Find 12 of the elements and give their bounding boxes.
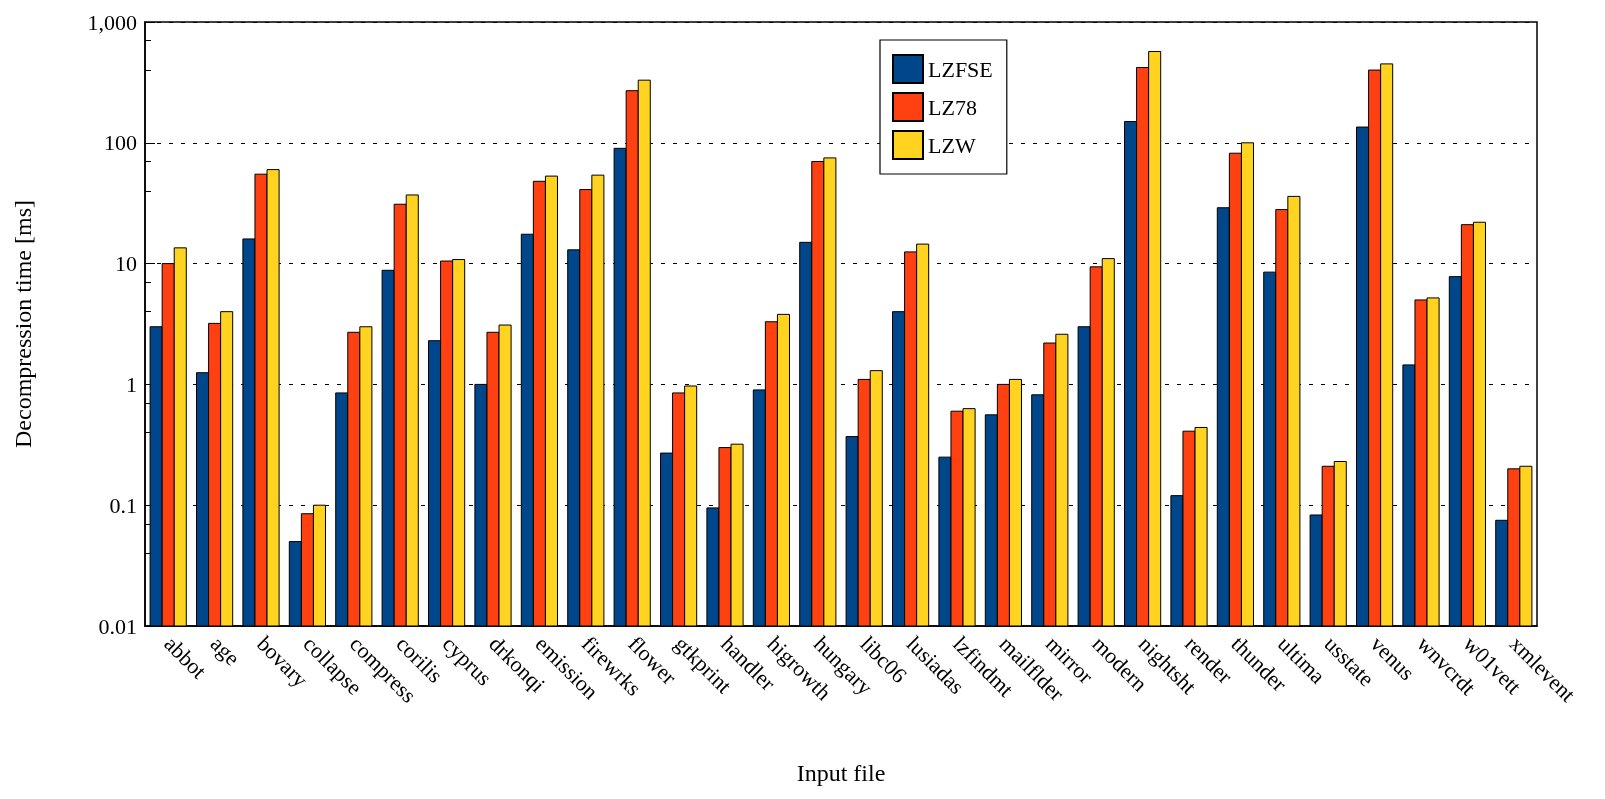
legend-label: LZ78	[928, 94, 977, 120]
y-tick-label: 1,000	[87, 9, 137, 35]
y-tick-label: 0.01	[98, 613, 137, 639]
y-tick-label: 1	[126, 371, 137, 397]
y-tick-label: 10	[115, 251, 137, 277]
y-tick-label: 100	[104, 130, 137, 156]
legend-label: LZW	[928, 132, 976, 158]
y-tick-label: 0.1	[109, 492, 137, 518]
legend-label: LZFSE	[928, 56, 993, 82]
x-axis-title: Input file	[796, 760, 886, 786]
y-axis-title: Decompression time [ms]	[10, 200, 36, 448]
x-tick-label: age	[205, 631, 246, 671]
